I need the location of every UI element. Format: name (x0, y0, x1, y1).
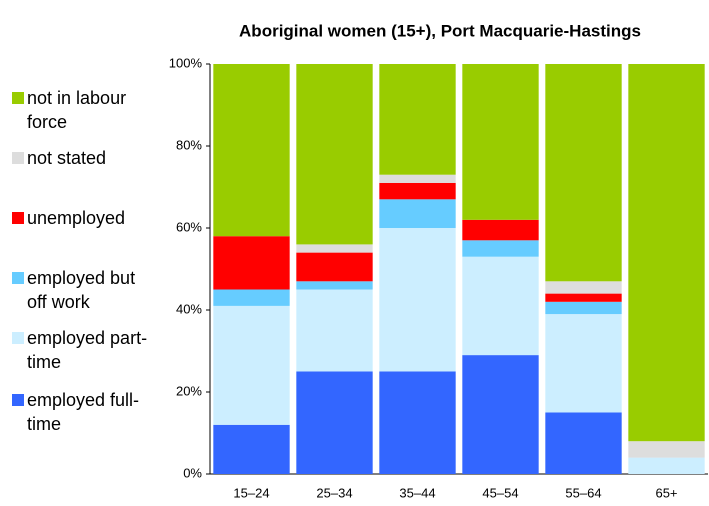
bar-segment (379, 174, 456, 183)
bar-segment (462, 256, 539, 356)
legend-item: employed part-time (12, 326, 152, 374)
legend-label: not stated (27, 148, 107, 168)
bar-segment (296, 252, 373, 282)
y-tick-label: 100% (169, 55, 203, 70)
legend-item: employed full-time (12, 388, 152, 436)
bar-segment (296, 64, 373, 245)
y-tick-label: 80% (176, 137, 202, 152)
y-tick-label: 40% (176, 301, 202, 316)
chart-title: Aboriginal women (15+), Port Macquarie-H… (239, 21, 641, 40)
bar-segment (545, 412, 622, 474)
bar-segment (462, 355, 539, 474)
x-tick-label: 55–64 (565, 485, 601, 500)
bar-segment (379, 371, 456, 474)
legend-swatch (12, 152, 24, 164)
legend-label: employed part-time (27, 328, 148, 372)
legend-label: employed but off work (27, 268, 136, 312)
bar-segment (213, 424, 290, 474)
bar-segment (379, 199, 456, 228)
bar-segment (296, 289, 373, 372)
y-tick-label: 60% (176, 219, 202, 234)
bar-segment (296, 281, 373, 290)
bar-segment (213, 64, 290, 237)
bar-segment (462, 240, 539, 257)
legend-item: not stated (12, 146, 152, 170)
x-tick-label: 65+ (655, 485, 677, 500)
bar-segment (545, 301, 622, 315)
legend-swatch (12, 332, 24, 344)
legend-item: employed but off work (12, 266, 152, 314)
legend-swatch (12, 212, 24, 224)
legend-swatch (12, 272, 24, 284)
bar-segment (379, 182, 456, 200)
bar-segment (545, 64, 622, 282)
bar-segment (628, 441, 705, 458)
legend-swatch (12, 394, 24, 406)
legend-label: not in labour force (27, 88, 127, 132)
x-tick-label: 45–54 (482, 485, 518, 500)
bar-segment (379, 64, 456, 175)
bar-segment (213, 236, 290, 290)
legend-label: employed full-time (27, 390, 140, 434)
bar-segment (213, 289, 290, 306)
bar-segment (379, 228, 456, 372)
bar-segment (296, 371, 373, 474)
bar-segment (545, 314, 622, 413)
bar-segment (296, 244, 373, 253)
y-tick-label: 20% (176, 383, 202, 398)
legend-swatch (12, 92, 24, 104)
bar-segment (213, 305, 290, 425)
bar-segment (462, 64, 539, 220)
x-tick-label: 35–44 (399, 485, 435, 500)
bar-segment (628, 64, 705, 442)
legend-label: unemployed (27, 208, 126, 228)
bar-segment (545, 293, 622, 302)
bar-segment (545, 281, 622, 294)
legend-item: not in labour force (12, 86, 152, 134)
legend-item: unemployed (12, 206, 152, 230)
x-tick-label: 15–24 (233, 485, 269, 500)
x-tick-label: 25–34 (316, 485, 352, 500)
bar-segment (462, 219, 539, 241)
y-tick-label: 0% (183, 465, 202, 480)
bar-segment (628, 457, 705, 474)
